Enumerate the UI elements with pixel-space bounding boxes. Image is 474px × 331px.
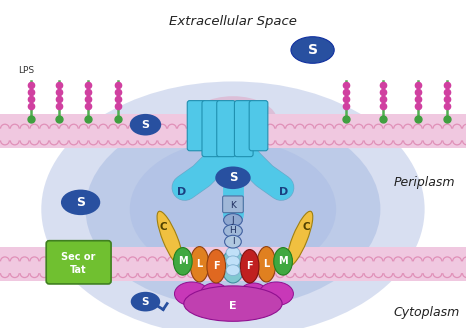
- Ellipse shape: [224, 224, 242, 237]
- FancyBboxPatch shape: [249, 101, 268, 151]
- Text: I: I: [232, 237, 234, 246]
- Text: F: F: [246, 261, 253, 271]
- Ellipse shape: [157, 211, 183, 266]
- Text: K: K: [230, 201, 236, 210]
- Ellipse shape: [226, 256, 240, 267]
- Ellipse shape: [257, 247, 276, 282]
- Ellipse shape: [259, 282, 293, 306]
- Text: H: H: [229, 226, 237, 235]
- Ellipse shape: [173, 248, 192, 275]
- Text: L: L: [196, 259, 203, 269]
- Ellipse shape: [240, 250, 259, 283]
- Text: L: L: [263, 259, 270, 269]
- Text: LPS: LPS: [18, 66, 34, 74]
- Text: Cytoplasm: Cytoplasm: [393, 306, 459, 319]
- Text: F: F: [213, 261, 219, 271]
- Text: S: S: [141, 120, 149, 130]
- Text: Periplasm: Periplasm: [393, 176, 455, 189]
- Ellipse shape: [222, 250, 244, 283]
- Ellipse shape: [225, 235, 241, 248]
- Text: M: M: [278, 256, 288, 266]
- FancyBboxPatch shape: [223, 196, 243, 213]
- Ellipse shape: [215, 166, 251, 189]
- Ellipse shape: [201, 283, 228, 305]
- Ellipse shape: [131, 292, 160, 311]
- Text: D: D: [280, 187, 289, 197]
- Ellipse shape: [85, 111, 381, 307]
- Text: Sec or
Tat: Sec or Tat: [62, 252, 96, 274]
- Text: J: J: [232, 215, 234, 224]
- Text: C: C: [159, 222, 167, 232]
- Text: D: D: [177, 187, 186, 197]
- Text: E: E: [229, 301, 237, 310]
- Ellipse shape: [184, 286, 282, 321]
- Ellipse shape: [189, 96, 277, 145]
- Bar: [0, 114, 466, 148]
- Text: S: S: [229, 171, 237, 184]
- Ellipse shape: [226, 247, 240, 258]
- Ellipse shape: [130, 114, 161, 135]
- Bar: [0, 247, 466, 281]
- Text: M: M: [178, 256, 188, 266]
- Ellipse shape: [174, 282, 209, 306]
- Ellipse shape: [287, 211, 313, 266]
- Ellipse shape: [274, 248, 292, 275]
- FancyBboxPatch shape: [187, 101, 206, 151]
- FancyBboxPatch shape: [202, 101, 221, 157]
- FancyBboxPatch shape: [235, 101, 253, 157]
- Ellipse shape: [61, 190, 100, 215]
- FancyBboxPatch shape: [46, 241, 111, 284]
- Text: Extracellular Space: Extracellular Space: [169, 15, 297, 27]
- Text: S: S: [76, 196, 85, 209]
- Ellipse shape: [130, 140, 336, 278]
- Text: S: S: [308, 43, 318, 57]
- Text: G: G: [229, 261, 237, 271]
- Ellipse shape: [291, 37, 334, 63]
- Ellipse shape: [224, 214, 242, 226]
- Ellipse shape: [207, 250, 226, 283]
- Ellipse shape: [41, 81, 425, 331]
- Ellipse shape: [190, 247, 209, 282]
- Text: C: C: [303, 222, 310, 232]
- Text: S: S: [142, 297, 149, 307]
- FancyBboxPatch shape: [217, 101, 236, 157]
- Ellipse shape: [226, 265, 240, 276]
- Ellipse shape: [240, 283, 267, 305]
